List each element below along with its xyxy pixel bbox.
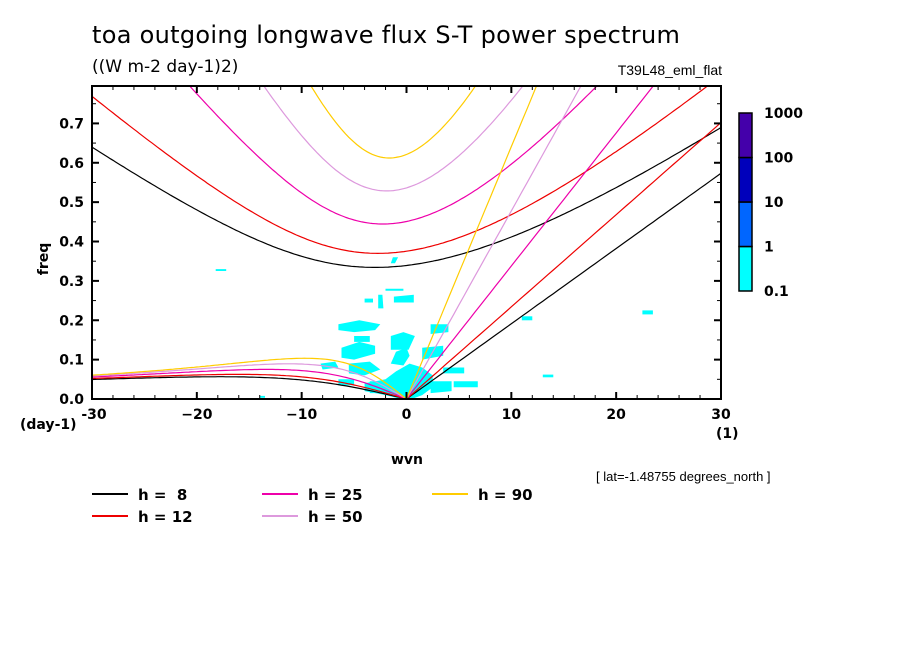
inertio-gravity-curve-h90 <box>310 86 477 159</box>
contour-region <box>259 395 265 398</box>
contour-region <box>354 336 370 342</box>
x-tick-label: −20 <box>181 407 212 423</box>
colorbar-swatch <box>738 201 753 248</box>
dataset-label: T39L48_eml_flat <box>617 62 722 78</box>
inertio-gravity-curve-h25 <box>188 86 598 225</box>
contour-region <box>430 381 452 394</box>
y-tick-label: 0.2 <box>59 313 84 329</box>
rossby-curve-h90 <box>92 357 407 399</box>
legend-label: h = 50 <box>308 508 363 526</box>
x-tick-label: 20 <box>606 407 626 423</box>
contour-region <box>390 347 410 366</box>
rossby-curve-h12 <box>92 373 407 399</box>
inertio-gravity-curve-h12 <box>92 86 709 255</box>
x-tick-label: 0 <box>402 407 412 423</box>
rossby-curve-h8 <box>92 376 407 399</box>
x-tick-label: -30 <box>81 407 107 423</box>
rossby-curve-h25 <box>92 368 407 399</box>
x-tick-label: 30 <box>711 407 731 423</box>
contour-region <box>390 257 399 264</box>
contour-region <box>215 269 227 271</box>
x-tick-label: 10 <box>502 407 522 423</box>
legend-label: h = 25 <box>308 486 363 504</box>
y-tick-label: 0.4 <box>59 235 84 251</box>
contour-region <box>521 316 533 321</box>
latitude-footnote: [ lat=-1.48755 degrees_north ] <box>596 469 771 484</box>
colorbar: 0.1 1 10 100 1000 <box>738 106 803 300</box>
contour-region <box>453 381 478 388</box>
colorbar-swatch <box>738 156 753 203</box>
contour-region <box>542 374 554 378</box>
y-tick-label: 0.5 <box>59 195 84 211</box>
kelvin-curve-h8 <box>406 172 721 399</box>
contour-region <box>378 294 384 309</box>
kelvin-curve-h90 <box>405 86 538 399</box>
colorbar-swatch <box>738 245 753 292</box>
y-axis: 0.0 0.1 0.2 0.3 0.4 0.5 0.6 0.7 <box>59 103 721 408</box>
y-tick-label: 0.3 <box>59 274 84 290</box>
inertio-gravity-curve-h50 <box>263 86 524 192</box>
colorbar-label: 0.1 <box>764 284 789 300</box>
y-tick-label: 0.0 <box>59 392 84 408</box>
y-tick-label: 0.6 <box>59 156 84 172</box>
legend-label: h = 90 <box>478 486 533 504</box>
y-tick-label: 0.7 <box>59 116 84 132</box>
legend-label: h = 8 <box>138 486 187 504</box>
legend-label: h = 12 <box>138 508 193 526</box>
x-axis-label: wvn <box>391 452 423 468</box>
colorbar-label: 100 <box>764 151 793 167</box>
rossby-curve-h50 <box>92 363 407 399</box>
contour-region <box>341 341 376 360</box>
colorbar-label: 1 <box>764 240 774 256</box>
colorbar-label: 10 <box>764 195 784 211</box>
contour-region <box>642 310 653 315</box>
x-axis: -30 −20 −10 0 10 20 30 <box>81 86 731 423</box>
contour-region <box>393 294 414 303</box>
colorbar-label: 1000 <box>764 106 803 122</box>
kelvin-curve-h25 <box>406 86 654 399</box>
y-axis-label: freq <box>36 243 52 276</box>
y-tick-label: 0.1 <box>59 353 84 369</box>
contour-region <box>364 298 373 303</box>
inertio-gravity-curve-h8 <box>92 126 721 268</box>
kelvin-curve-h12 <box>406 122 721 399</box>
kelvin-curve-h50 <box>405 86 582 399</box>
dispersion-curves <box>92 86 721 399</box>
contour-region <box>348 361 381 376</box>
chart-units: ((W m-2 day-1)2) <box>92 57 239 77</box>
contour-region <box>385 288 404 291</box>
colorbar-swatch <box>738 112 753 159</box>
legend: h = 8 h = 12 h = 25 h = 50 h = 90 <box>92 486 533 526</box>
x-tick-label: −10 <box>286 407 317 423</box>
y-units-label: (day-1) <box>20 417 77 433</box>
contour-region <box>338 320 381 333</box>
chart-title: toa outgoing longwave flux S-T power spe… <box>92 21 681 49</box>
x-units-label: (1) <box>716 426 739 442</box>
contour-region <box>390 332 415 350</box>
